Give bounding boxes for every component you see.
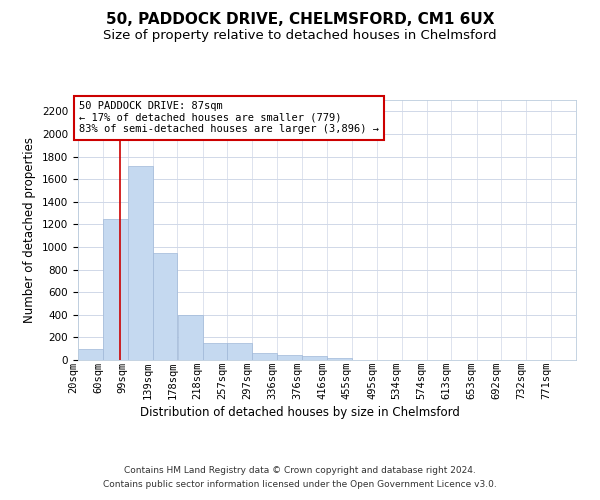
Y-axis label: Number of detached properties: Number of detached properties	[23, 137, 37, 323]
Text: 50 PADDOCK DRIVE: 87sqm
← 17% of detached houses are smaller (779)
83% of semi-d: 50 PADDOCK DRIVE: 87sqm ← 17% of detache…	[79, 101, 379, 134]
Text: Contains public sector information licensed under the Open Government Licence v3: Contains public sector information licen…	[103, 480, 497, 489]
Text: Contains HM Land Registry data © Crown copyright and database right 2024.: Contains HM Land Registry data © Crown c…	[124, 466, 476, 475]
Bar	[253, 352, 277, 360]
Text: 50, PADDOCK DRIVE, CHELMSFORD, CM1 6UX: 50, PADDOCK DRIVE, CHELMSFORD, CM1 6UX	[106, 12, 494, 28]
Bar	[103, 218, 128, 360]
Bar	[227, 343, 252, 360]
Bar	[203, 343, 227, 360]
Bar	[178, 315, 203, 360]
Bar	[277, 356, 302, 360]
Bar	[128, 166, 153, 360]
Text: Size of property relative to detached houses in Chelmsford: Size of property relative to detached ho…	[103, 29, 497, 42]
Bar	[78, 348, 103, 360]
Bar	[328, 358, 352, 360]
Bar	[153, 252, 178, 360]
Text: Distribution of detached houses by size in Chelmsford: Distribution of detached houses by size …	[140, 406, 460, 419]
Bar	[302, 356, 327, 360]
